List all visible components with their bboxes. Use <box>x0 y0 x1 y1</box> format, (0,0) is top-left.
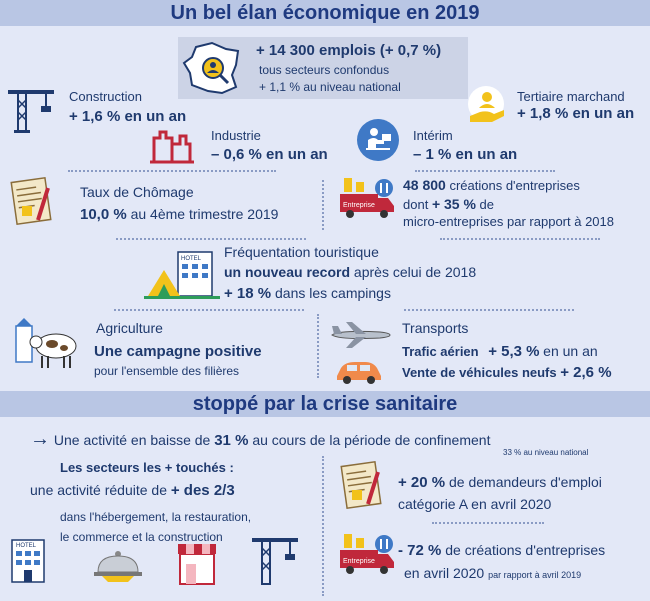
secteurs-value: + des 2/3 <box>170 482 235 499</box>
aerien-label: Trafic aérien <box>402 344 479 359</box>
truck-label: Entreprise <box>343 202 375 209</box>
chomage-value-line: 10,0 % au 4ème trimestre 2019 <box>80 206 278 223</box>
airplane-icon <box>330 320 392 350</box>
creations2020-date: en avril 2020 <box>404 565 485 581</box>
chomage-value: 10,0 % <box>80 206 127 223</box>
vehicules-value: + 2,6 % <box>560 364 612 381</box>
cow-milk-icon <box>14 316 82 372</box>
emplois-sub1: tous secteurs confondus <box>259 63 390 77</box>
subtitle: stoppé par la crise sanitaire <box>192 393 458 415</box>
creations-line1: 48 800 créations d'entreprises <box>403 177 580 193</box>
separator <box>404 309 574 311</box>
chomage-period: au 4ème trimestre 2019 <box>130 206 279 222</box>
subtitle-band: stoppé par la crise sanitaire <box>0 391 650 417</box>
creations-line2: dont + 35 % de <box>403 196 494 212</box>
truck-label: Entreprise <box>343 558 375 565</box>
factory-icon <box>150 128 194 164</box>
title-band: Un bel élan économique en 2019 <box>0 0 650 26</box>
emplois-sub2: + 1,1 % au niveau national <box>259 80 401 94</box>
baisse-note: 33 % au niveau national <box>503 448 589 457</box>
separator <box>440 238 600 240</box>
creations-percent: + 35 % <box>431 196 476 212</box>
hotel-icon: HOTEL <box>10 536 46 584</box>
creations2020-note: par rapport à avril 2019 <box>488 570 582 580</box>
car-icon <box>333 358 385 386</box>
separator <box>415 170 555 172</box>
document-form-icon <box>8 176 60 226</box>
separator <box>114 309 304 311</box>
creations-dont: dont <box>403 197 429 212</box>
separator <box>432 522 544 524</box>
creations-line3: micro-entreprises par rapport à 2018 <box>403 214 614 229</box>
secteurs-line2: dans l'hébergement, la restauration, <box>60 510 252 524</box>
separator <box>317 314 319 378</box>
baisse-post: au cours de la période de confinement <box>252 432 491 448</box>
creations2020-rest: de créations d'entreprises <box>445 542 606 558</box>
tourisme-record: un nouveau record <box>224 264 351 280</box>
france-map-icon <box>182 41 244 97</box>
interim-worker-icon <box>356 118 400 162</box>
demandeurs-value: + 20 % <box>398 474 446 491</box>
creations2020-value: - 72 % <box>398 542 442 559</box>
separator <box>322 456 324 596</box>
separator <box>68 170 276 172</box>
aerien-value: + 5,3 % <box>488 343 540 360</box>
crane-icon <box>6 86 56 134</box>
tertiaire-label: Tertiaire marchand <box>517 89 625 104</box>
baisse-pre: Une activité en baisse de <box>53 432 211 448</box>
secteurs-line1: une activité réduite de + des 2/3 <box>30 482 235 499</box>
tourisme-line3: + 18 % dans les campings <box>224 285 391 302</box>
chomage-label: Taux de Chômage <box>80 184 194 200</box>
demandeurs-line2: catégorie A en avril 2020 <box>398 496 552 512</box>
tertiaire-hand-icon <box>466 86 508 126</box>
creations2020-line2: en avril 2020 par rapport à avril 2019 <box>404 565 581 581</box>
secteurs-title: Les secteurs les + touchés : <box>60 460 234 475</box>
truck-icon: Entreprise <box>338 176 398 222</box>
tourisme-line2: un nouveau record après celui de 2018 <box>224 264 476 280</box>
demandeurs-rest: de demandeurs d'emploi <box>449 474 602 490</box>
agriculture-line3: pour l'ensemble des filières <box>94 364 240 378</box>
construction-label: Construction <box>69 89 142 104</box>
agriculture-label: Agriculture <box>96 320 163 336</box>
construction-value: + 1,6 % en un an <box>69 108 187 125</box>
shop-icon <box>176 540 218 586</box>
hotel-camping-icon: HOTEL <box>144 250 220 300</box>
tourisme-campings: dans les campings <box>275 285 391 301</box>
secteurs-line3: le commerce et la construction <box>60 530 223 544</box>
separator <box>322 180 324 230</box>
interim-label: Intérim <box>413 128 453 143</box>
hotel-sign: HOTEL <box>181 256 202 262</box>
transports-label: Transports <box>402 320 469 336</box>
emplois-main: + 14 300 emplois (+ 0,7 %) <box>256 42 442 59</box>
baisse-value: 31 % <box>214 432 249 449</box>
crane-icon <box>250 534 300 586</box>
page-title: Un bel élan économique en 2019 <box>170 2 480 24</box>
truck-icon: Entreprise <box>338 532 398 578</box>
demandeurs-line1: + 20 % de demandeurs d'emploi <box>398 474 602 491</box>
tourisme-record-rest: après celui de 2018 <box>353 264 477 280</box>
vehicules-label: Vente de véhicules neufs <box>402 365 557 380</box>
cloche-icon <box>92 548 144 584</box>
creations-de: de <box>479 197 495 212</box>
agriculture-line2: Une campagne positive <box>94 343 262 360</box>
aerien-rest: en un an <box>543 343 598 359</box>
creations2020-line1: - 72 % de créations d'entreprises <box>398 542 605 559</box>
arrow-icon: → <box>30 428 50 450</box>
hotel-sign: HOTEL <box>16 543 37 549</box>
industrie-label: Industrie <box>211 128 261 143</box>
industrie-value: – 0,6 % en un an <box>211 146 328 163</box>
baisse-line: → Une activité en baisse de 31 % au cour… <box>30 428 490 451</box>
tourisme-label: Fréquentation touristique <box>224 244 379 260</box>
document-form-icon <box>338 460 390 510</box>
separator <box>116 238 306 240</box>
interim-value: – 1 % en un an <box>413 146 518 163</box>
tertiaire-value: + 1,8 % en un an <box>517 105 635 122</box>
secteurs-pre: une activité réduite de <box>30 482 167 498</box>
tourisme-percent: + 18 % <box>224 285 272 302</box>
aerien-line: Trafic aérien + 5,3 % en un an <box>402 343 598 360</box>
creations-count: 48 800 <box>403 177 446 193</box>
vehicules-line: Vente de véhicules neufs + 2,6 % <box>402 364 612 381</box>
creations-text: créations d'entreprises <box>449 178 580 193</box>
